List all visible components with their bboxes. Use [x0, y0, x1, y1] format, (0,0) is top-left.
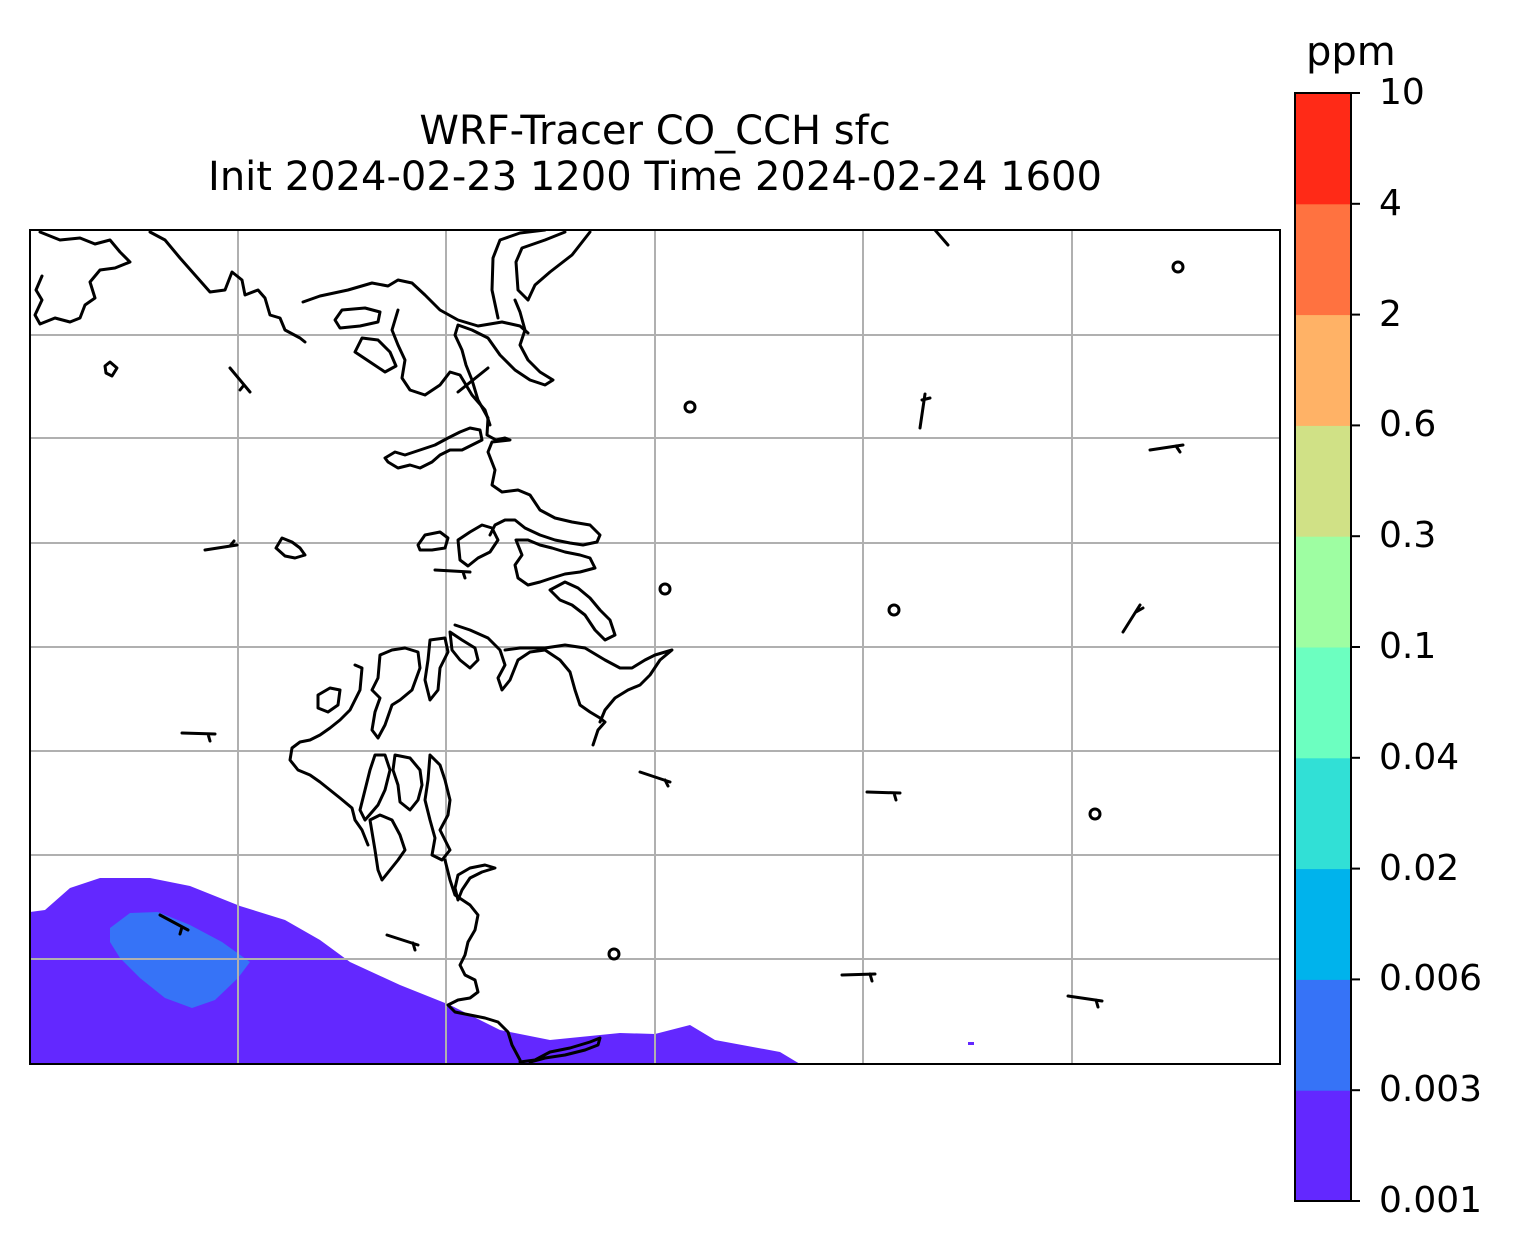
calm-circle	[887, 603, 901, 617]
coastline-peninsula-east	[503, 643, 674, 724]
colorbar-tick-label: 0.6	[1379, 404, 1437, 446]
wind-barb	[158, 913, 190, 936]
wind-barb	[385, 933, 420, 952]
coastline-northwest	[33, 230, 132, 326]
coastline-inlet-upper	[490, 230, 547, 320]
colorbar-tick-label: 0.04	[1379, 736, 1460, 778]
colorbar-tick-label: 0.02	[1379, 847, 1460, 889]
colorbar-tick-label: 2	[1379, 293, 1402, 335]
coastline-island-c1	[383, 426, 484, 470]
wind-barb	[203, 539, 239, 552]
wind-barb	[638, 770, 672, 788]
coastline-island-c4	[456, 523, 500, 568]
colorbar-segment	[1295, 647, 1351, 759]
wind-barb	[228, 366, 252, 394]
colorbar-tick-label: 0.003	[1379, 1069, 1483, 1111]
wind-barb	[180, 731, 217, 743]
colorbar-segment	[1295, 425, 1351, 537]
coastline-island-upper	[333, 306, 382, 330]
calm-circle	[1171, 260, 1185, 274]
colorbar-segment	[1295, 757, 1351, 870]
calm-circle	[658, 582, 672, 596]
wind-barb	[1121, 603, 1145, 634]
coastline-central-channel	[485, 416, 602, 547]
colorbar-tick-label: 0.001	[1379, 1180, 1483, 1221]
coastline-inlet-b2	[526, 230, 592, 302]
coastline-far-north	[933, 230, 950, 247]
coastline-north-mid	[301, 278, 530, 335]
coastline-islands-west	[448, 630, 480, 670]
calm-wind-markers	[607, 260, 1185, 961]
colorbar-segment	[1295, 536, 1351, 648]
coastline-island-nw	[103, 360, 119, 378]
colorbar-segment	[1295, 1090, 1351, 1202]
colorbar-segment	[1295, 93, 1351, 205]
coastline-islands-west-d	[288, 663, 370, 847]
wind-barb	[1148, 443, 1185, 454]
coastline-mainland-east	[453, 623, 607, 747]
wind-barb	[456, 366, 490, 394]
wind-barb	[1066, 994, 1104, 1009]
colorbar-tick-label: 0.1	[1379, 626, 1437, 667]
coastline-south-channel	[443, 858, 522, 1062]
wind-barb	[918, 392, 932, 430]
wind-barbs	[158, 366, 1185, 1009]
coastline-mid-west-b	[391, 753, 424, 812]
coastline-inlet-right	[453, 298, 555, 420]
tracer-level-0.001	[30, 878, 800, 1064]
tracer-fill	[30, 878, 974, 1064]
coastline-south-island	[453, 863, 497, 902]
coastline-mid-west	[358, 753, 392, 822]
title-line-1: WRF-Tracer CO_CCH sfc	[419, 108, 891, 154]
colorbar-tick-label: 0.006	[1379, 958, 1483, 1000]
colorbar-segment	[1295, 868, 1351, 980]
colorbar-tick-label: 10	[1379, 72, 1425, 113]
colorbar-tick-label: 4	[1379, 182, 1402, 224]
title-line-2: Init 2024-02-23 1200 Time 2024-02-24 160…	[208, 154, 1102, 200]
coastline-inlet-upper-b	[514, 230, 567, 302]
coastline-island-upper-b	[353, 336, 398, 374]
coastline-islands-west-c	[370, 646, 422, 740]
coastline-south-coast	[518, 1036, 602, 1064]
colorbar-segment	[1295, 979, 1351, 1091]
wind-barb	[865, 790, 902, 802]
calm-circle	[1088, 807, 1102, 821]
colorbar-tick-label: 0.3	[1379, 515, 1437, 557]
tracer-speck	[968, 1042, 974, 1045]
map-frame	[29, 229, 1281, 1065]
coastline-islands-west-e	[316, 686, 342, 714]
coastline-north-upper	[148, 230, 307, 344]
coastline-mid-south	[368, 813, 407, 882]
calm-circle	[683, 400, 697, 414]
coastline-mid-center	[423, 753, 452, 862]
colorbar-units: ppm	[1306, 29, 1396, 75]
colorbar-segment	[1295, 314, 1351, 426]
coastline-island-c3	[274, 536, 307, 560]
map-title: WRF-Tracer CO_CCH sfc Init 2024-02-23 12…	[30, 108, 1280, 200]
coastlines	[33, 230, 950, 1064]
coastline-island-c6	[548, 580, 617, 642]
wind-barb	[433, 568, 472, 580]
coastline-island-c5	[513, 538, 597, 587]
coastline-arm	[390, 308, 492, 427]
colorbar	[1294, 92, 1360, 1202]
coastline-island-c2	[416, 530, 450, 552]
wind-barb	[840, 972, 877, 983]
coastline-islands-west-b	[423, 636, 450, 702]
colorbar-segment	[1295, 203, 1351, 316]
calm-circle	[607, 947, 621, 961]
gridlines	[30, 230, 1280, 1064]
